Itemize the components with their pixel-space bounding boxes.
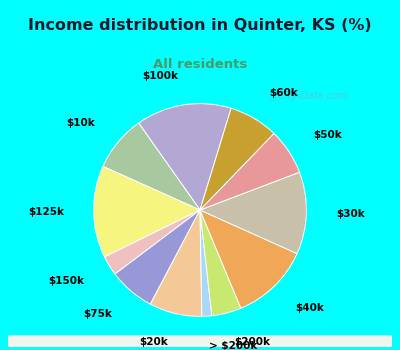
Bar [8, 336, 392, 342]
Bar [8, 336, 392, 342]
Bar [8, 339, 392, 344]
Bar [8, 340, 392, 346]
Bar [8, 337, 392, 343]
Bar [8, 340, 392, 345]
Bar [8, 340, 392, 345]
Bar [8, 338, 392, 343]
Bar [8, 340, 392, 345]
Bar [8, 340, 392, 345]
Bar [8, 338, 392, 343]
Bar [8, 341, 392, 346]
Wedge shape [200, 172, 306, 254]
Bar [8, 337, 392, 342]
Bar [8, 340, 392, 345]
Bar [8, 337, 392, 342]
Bar [8, 340, 392, 345]
Bar [8, 339, 392, 344]
Bar [8, 338, 392, 344]
Text: $30k: $30k [336, 209, 365, 219]
Text: > $200k: > $200k [209, 341, 257, 350]
Bar [8, 337, 392, 343]
Text: $200k: $200k [234, 337, 270, 347]
Text: $60k: $60k [269, 88, 298, 98]
Bar [8, 338, 392, 343]
Bar [8, 339, 392, 344]
Bar [8, 336, 392, 342]
Wedge shape [200, 210, 241, 316]
Bar [8, 336, 392, 342]
Wedge shape [115, 210, 200, 304]
Bar [8, 337, 392, 343]
Bar [8, 341, 392, 346]
Bar [8, 338, 392, 344]
Bar [8, 337, 392, 342]
Wedge shape [150, 210, 202, 316]
Bar [8, 338, 392, 343]
Bar [8, 337, 392, 343]
Bar [8, 337, 392, 342]
Text: $150k: $150k [48, 276, 84, 286]
Text: $100k: $100k [142, 70, 178, 80]
Bar [8, 338, 392, 343]
Text: Income distribution in Quinter, KS (%): Income distribution in Quinter, KS (%) [28, 18, 372, 33]
Bar [8, 336, 392, 341]
Wedge shape [139, 104, 231, 210]
Bar [8, 341, 392, 346]
Bar [8, 337, 392, 342]
Text: $20k: $20k [140, 337, 168, 348]
Bar [8, 339, 392, 344]
Bar [8, 339, 392, 344]
Text: $10k: $10k [66, 118, 95, 128]
Text: $50k: $50k [314, 130, 342, 140]
Wedge shape [200, 133, 300, 210]
Bar [8, 340, 392, 345]
Wedge shape [103, 123, 200, 210]
Wedge shape [200, 210, 297, 308]
Bar [8, 341, 392, 346]
Bar [8, 341, 392, 346]
Wedge shape [200, 210, 212, 316]
Bar [8, 339, 392, 344]
Text: ⓘ City-Data.com: ⓘ City-Data.com [269, 91, 348, 101]
Bar [8, 336, 392, 341]
Bar [8, 338, 392, 344]
Bar [8, 337, 392, 342]
Bar [8, 338, 392, 343]
Bar [8, 340, 392, 345]
Text: $75k: $75k [83, 309, 112, 319]
Text: All residents: All residents [153, 58, 247, 71]
Bar [8, 341, 392, 346]
Text: $125k: $125k [28, 208, 64, 217]
Text: $40k: $40k [295, 303, 324, 313]
Wedge shape [104, 210, 200, 274]
Bar [8, 341, 392, 346]
Wedge shape [200, 108, 274, 210]
Bar [8, 341, 392, 346]
Bar [8, 340, 392, 345]
Bar [8, 339, 392, 345]
Wedge shape [94, 166, 200, 257]
